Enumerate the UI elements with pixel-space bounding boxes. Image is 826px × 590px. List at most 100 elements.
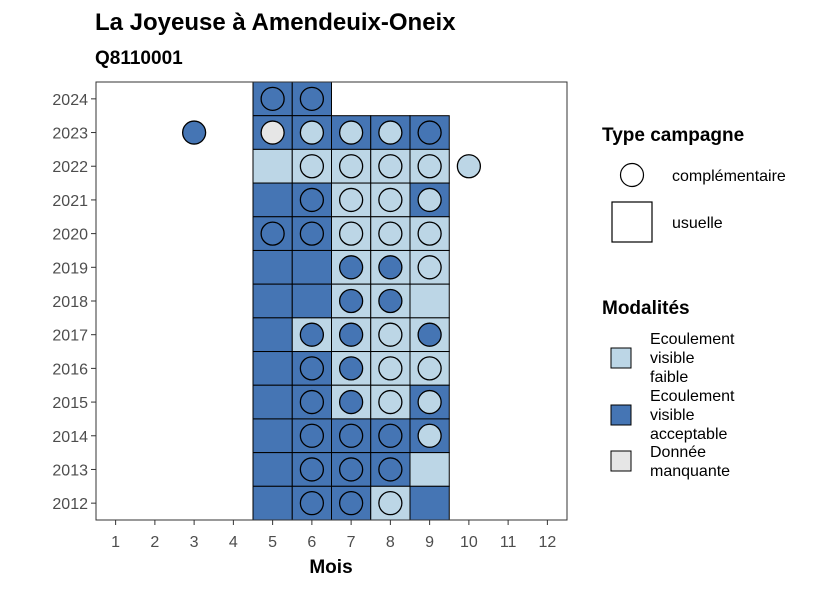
point-2020-8 <box>378 221 403 246</box>
legend-modalites-title: Modalités <box>602 298 690 319</box>
point-2023-8 <box>378 120 403 145</box>
point-2023-3 <box>181 120 207 145</box>
point-2015-8 <box>378 389 403 415</box>
x-tick-label: 4 <box>229 534 238 551</box>
legend: Type campagne complémentaire usuelle Mod… <box>602 125 786 480</box>
x-tick-label: 1 <box>111 534 120 551</box>
x-tick-label: 3 <box>190 534 199 551</box>
point-2016-6 <box>299 356 325 381</box>
point-2019-7 <box>338 255 364 280</box>
point-2020-5 <box>260 221 285 246</box>
tile-2018-9 <box>409 283 450 319</box>
chart-title: La Joyeuse à Amendeuix-Oneix <box>95 9 456 36</box>
legend-swatch-manquante <box>610 450 632 472</box>
point-2021-7 <box>338 187 364 213</box>
tile-2019-6 <box>291 249 332 285</box>
y-tick-label: 2020 <box>52 227 88 244</box>
legend-square-key <box>611 201 653 243</box>
point-2020-7 <box>338 221 364 246</box>
y-tick-label: 2014 <box>52 429 88 446</box>
y-axis: 2012 2013 2014 2015 2016 2017 2018 2019 2020 2021… <box>52 92 96 513</box>
y-tick-label: 2015 <box>52 395 88 412</box>
point-2023-7 <box>338 120 364 145</box>
point-2024-6 <box>299 86 325 111</box>
point-2022-7 <box>338 154 364 179</box>
point-2013-6 <box>299 457 325 482</box>
point-2013-7 <box>338 457 364 482</box>
x-tick-label: 12 <box>538 534 556 551</box>
x-tick-label: 7 <box>347 534 356 551</box>
point-2014-6 <box>299 423 325 448</box>
tile-2021-5 <box>252 182 293 218</box>
point-2022-8 <box>378 154 403 179</box>
tile-2018-6 <box>291 283 332 319</box>
point-2012-8 <box>378 491 403 516</box>
tile-2016-5 <box>252 351 293 386</box>
tile-2022-5 <box>252 148 293 184</box>
x-axis-label: Mois <box>309 557 352 578</box>
x-axis: 1 2 3 4 5 6 7 8 9 10 11 12 <box>111 520 556 551</box>
point-2021-9 <box>417 187 442 213</box>
point-2012-7 <box>338 491 364 516</box>
point-2024-5 <box>260 86 285 111</box>
tile-2015-5 <box>252 384 293 420</box>
point-2021-6 <box>299 187 325 213</box>
legend-type-label-complementaire: complémentaire <box>672 168 786 185</box>
point-2018-7 <box>338 288 364 314</box>
tile-2012-9 <box>409 485 450 521</box>
point-2014-8 <box>378 423 403 448</box>
point-2022-9 <box>417 154 442 179</box>
legend-swatch-acceptable <box>610 404 632 426</box>
tile-2017-5 <box>252 317 293 353</box>
point-2013-8 <box>378 457 403 482</box>
y-tick-label: 2017 <box>52 328 88 345</box>
point-2016-9 <box>417 356 442 381</box>
tile-2012-5 <box>252 485 293 521</box>
x-tick-label: 6 <box>307 534 316 551</box>
point-2015-6 <box>299 389 325 415</box>
legend-type-title: Type campagne <box>602 125 744 146</box>
x-tick-label: 10 <box>460 534 478 551</box>
tile-2014-5 <box>252 418 293 454</box>
point-2016-7 <box>338 356 364 381</box>
point-2023-5 <box>260 120 285 145</box>
y-tick-label: 2024 <box>52 92 88 109</box>
point-2015-7 <box>338 389 364 415</box>
y-tick-label: 2019 <box>52 260 88 277</box>
point-2022-6 <box>299 154 325 179</box>
point-2023-6 <box>299 120 325 145</box>
point-2019-8 <box>378 255 403 280</box>
legend-modalite-faible: Ecoulement visible faible <box>650 331 739 386</box>
point-2014-9 <box>417 423 442 448</box>
point-2012-6 <box>299 491 325 516</box>
y-tick-label: 2018 <box>52 294 88 311</box>
legend-modalite-manquante: Donnée manquante <box>650 444 730 480</box>
y-tick-label: 2012 <box>52 496 88 513</box>
x-tick-label: 2 <box>150 534 159 551</box>
point-2023-9 <box>417 120 442 145</box>
plot-area <box>95 81 568 521</box>
y-tick-label: 2021 <box>52 193 88 210</box>
point-2016-8 <box>378 356 403 381</box>
y-tick-label: 2013 <box>52 462 88 479</box>
y-tick-label: 2022 <box>52 159 88 176</box>
point-2019-9 <box>417 255 442 280</box>
legend-swatch-faible <box>610 347 632 369</box>
x-tick-label: 5 <box>268 534 277 551</box>
point-2017-9 <box>417 322 442 347</box>
legend-type-label-usuelle: usuelle <box>672 215 723 232</box>
point-2021-8 <box>378 187 403 213</box>
point-2018-8 <box>378 288 403 314</box>
x-tick-label: 11 <box>500 534 517 551</box>
x-tick-label: 8 <box>386 534 395 551</box>
point-2015-9 <box>417 389 442 415</box>
tile-2018-5 <box>252 283 293 319</box>
point-2020-6 <box>299 221 325 246</box>
y-tick-label: 2023 <box>52 126 88 143</box>
tile-2013-5 <box>252 452 293 487</box>
point-2022-10 <box>456 154 482 179</box>
x-tick-label: 9 <box>425 534 434 551</box>
tile-2013-9 <box>409 452 450 487</box>
tile-2019-5 <box>252 249 293 285</box>
